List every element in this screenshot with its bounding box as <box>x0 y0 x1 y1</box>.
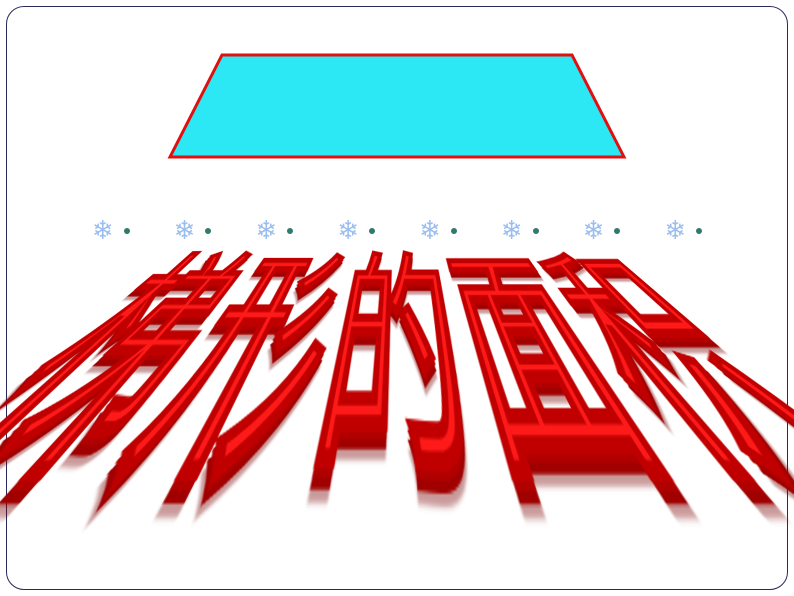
snowflake-icon: ❄ <box>419 218 441 244</box>
divider-dot-icon <box>124 228 130 234</box>
snowflake-icon: ❄ <box>501 218 523 244</box>
trapezoid-svg <box>167 52 627 160</box>
divider-dot-icon <box>533 228 539 234</box>
snowflake-icon: ❄ <box>92 218 114 244</box>
divider-dot-icon <box>696 228 702 234</box>
divider-dot-icon <box>287 228 293 234</box>
title-3d-container: 梯形的面积 <box>47 256 747 556</box>
snowflake-item: ❄ <box>501 218 539 244</box>
snowflake-item: ❄ <box>92 218 130 244</box>
snowflake-icon: ❄ <box>174 218 196 244</box>
snowflake-icon: ❄ <box>255 218 277 244</box>
divider-dot-icon <box>369 228 375 234</box>
divider-dot-icon <box>451 228 457 234</box>
snowflake-icon: ❄ <box>583 218 605 244</box>
title-3d-text: 梯形的面积 <box>0 256 794 529</box>
snowflake-item: ❄ <box>583 218 621 244</box>
trapezoid-shape <box>167 52 627 160</box>
snowflake-item: ❄ <box>174 218 212 244</box>
snowflake-item: ❄ <box>255 218 293 244</box>
divider-dot-icon <box>614 228 620 234</box>
snowflake-divider: ❄ ❄ ❄ ❄ ❄ ❄ ❄ ❄ <box>0 218 794 244</box>
snowflake-icon: ❄ <box>664 218 686 244</box>
snowflake-item: ❄ <box>664 218 702 244</box>
snowflake-item: ❄ <box>419 218 457 244</box>
snowflake-icon: ❄ <box>337 218 359 244</box>
snowflake-item: ❄ <box>337 218 375 244</box>
divider-dot-icon <box>205 228 211 234</box>
trapezoid-polygon <box>170 55 624 157</box>
